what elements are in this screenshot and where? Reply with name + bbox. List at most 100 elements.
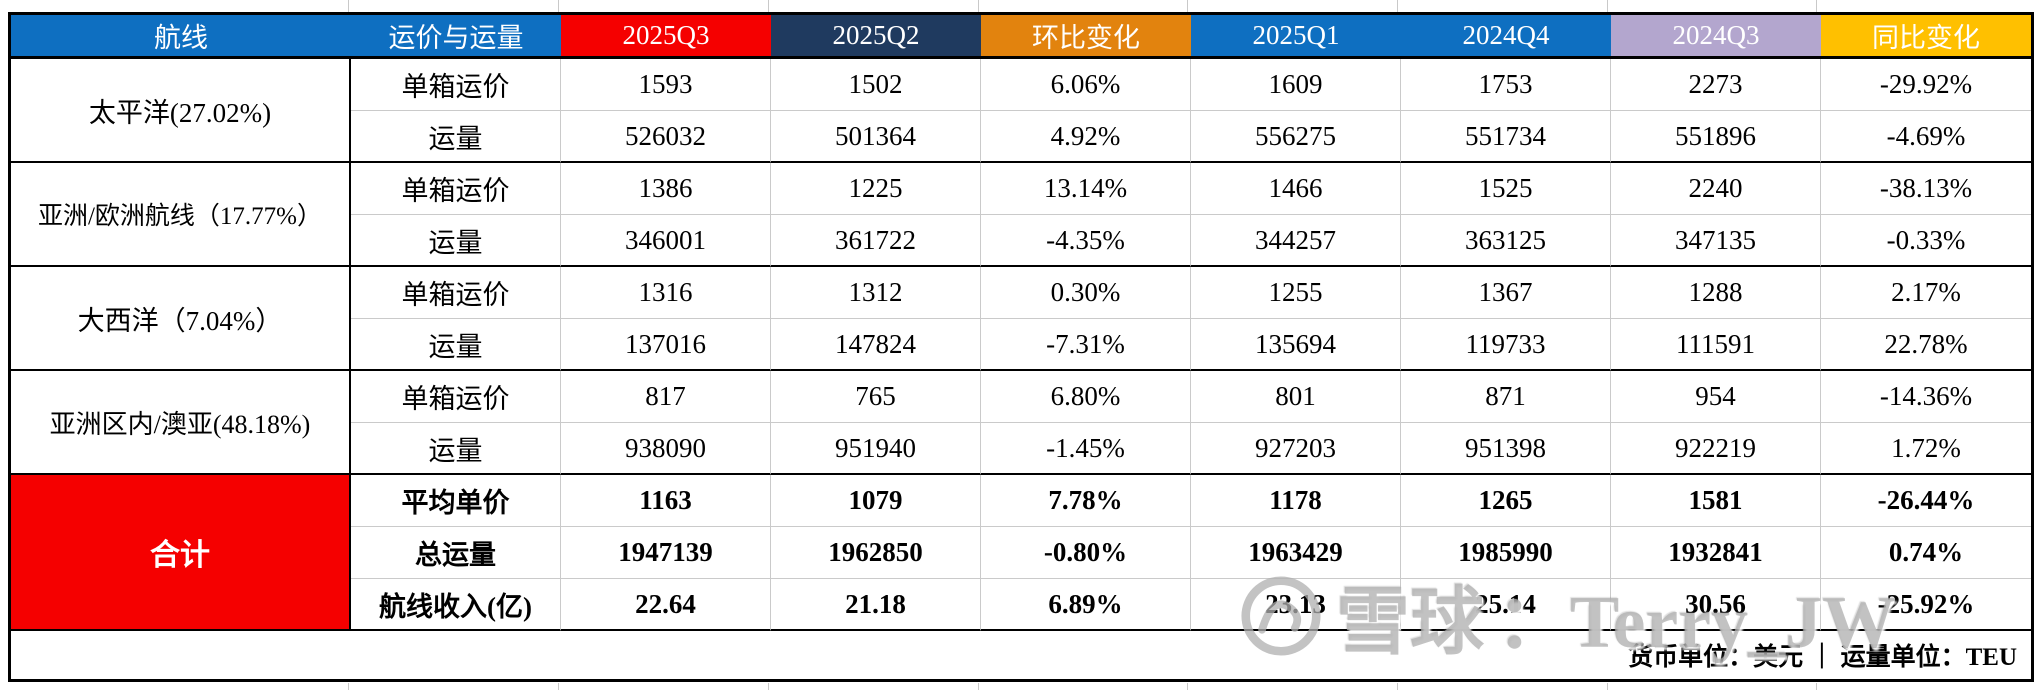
value-cell: -4.69% [1821,111,2031,163]
value-cell: 801 [1191,371,1401,423]
gridline-tick [348,0,349,12]
value-cell: 1963429 [1191,527,1401,579]
value-cell: 30.56 [1611,579,1821,631]
value-cell: 1255 [1191,267,1401,319]
header-cell-yoy-change: 同比变化 [1821,15,2031,59]
value-cell: 137016 [561,319,771,371]
gridline-tick [978,0,979,12]
value-cell: -0.33% [1821,215,2031,267]
value-cell: 1079 [771,475,981,527]
value-cell: 6.80% [981,371,1191,423]
value-cell: -26.44% [1821,475,2031,527]
gridline-tick [1607,683,1608,690]
metric-label: 平均单价 [351,475,561,527]
value-cell: 556275 [1191,111,1401,163]
value-cell: 954 [1611,371,1821,423]
value-cell: 23.13 [1191,579,1401,631]
header-cell-2025q1: 2025Q1 [1191,15,1401,59]
gridline-tick [1187,0,1188,12]
header-cell-2024q3: 2024Q3 [1611,15,1821,59]
value-cell: 2.17% [1821,267,2031,319]
value-cell: 1265 [1401,475,1611,527]
value-cell: 4.92% [981,111,1191,163]
value-cell: 817 [561,371,771,423]
value-cell: -14.36% [1821,371,2031,423]
value-cell: 501364 [771,111,981,163]
route-cell-intra-asia-oceania: 亚洲区内/澳亚(48.18%) [11,371,351,475]
value-cell: 765 [771,371,981,423]
value-cell: 1947139 [561,527,771,579]
value-cell: 346001 [561,215,771,267]
value-cell: 1466 [1191,163,1401,215]
metric-label: 运量 [351,423,561,475]
gridline-tick [768,0,769,12]
gridline-tick [1187,683,1188,690]
value-cell: 927203 [1191,423,1401,475]
header-cell-qoq-change: 环比变化 [981,15,1191,59]
value-cell: 13.14% [981,163,1191,215]
metric-label: 运量 [351,215,561,267]
value-cell: 1312 [771,267,981,319]
value-cell: -38.13% [1821,163,2031,215]
gridline-tick [558,683,559,690]
value-cell: 361722 [771,215,981,267]
value-cell: 1581 [1611,475,1821,527]
value-cell: -4.35% [981,215,1191,267]
value-cell: 2240 [1611,163,1821,215]
freight-rate-volume-table: 航线 运价与运量 2025Q3 2025Q2 环比变化 2025Q1 2024Q… [8,12,2034,682]
value-cell: 1985990 [1401,527,1611,579]
value-cell: 1932841 [1611,527,1821,579]
header-cell-rate-volume: 运价与运量 [351,15,561,59]
value-cell: 871 [1401,371,1611,423]
value-cell: 22.78% [1821,319,2031,371]
value-cell: 1367 [1401,267,1611,319]
value-cell: 922219 [1611,423,1821,475]
value-cell: 25.14 [1401,579,1611,631]
value-cell: -7.31% [981,319,1191,371]
value-cell: 1609 [1191,59,1401,111]
value-cell: 1962850 [771,527,981,579]
value-cell: 951398 [1401,423,1611,475]
metric-label: 运量 [351,319,561,371]
gridline-tick [558,0,559,12]
route-cell-asia-europe: 亚洲/欧洲航线（17.77%） [11,163,351,267]
gridline-tick [978,683,979,690]
value-cell: 1316 [561,267,771,319]
value-cell: 551896 [1611,111,1821,163]
value-cell: 21.18 [771,579,981,631]
metric-label: 航线收入(亿) [351,579,561,631]
route-cell-atlantic: 大西洋（7.04%） [11,267,351,371]
header-cell-2024q4: 2024Q4 [1401,15,1611,59]
value-cell: 6.06% [981,59,1191,111]
value-cell: -0.80% [981,527,1191,579]
gridline-tick [1607,0,1608,12]
value-cell: 119733 [1401,319,1611,371]
value-cell: 363125 [1401,215,1611,267]
value-cell: 347135 [1611,215,1821,267]
value-cell: 938090 [561,423,771,475]
gridline-tick [768,683,769,690]
route-cell-pacific: 太平洋(27.02%) [11,59,351,163]
total-cell: 合计 [11,475,351,631]
value-cell: 0.30% [981,267,1191,319]
units-note: 货币单位：美元 ｜ 运量单位：TEU [1628,644,2017,671]
metric-label: 总运量 [351,527,561,579]
value-cell: 1178 [1191,475,1401,527]
value-cell: 551734 [1401,111,1611,163]
value-cell: 22.64 [561,579,771,631]
value-cell: 7.78% [981,475,1191,527]
value-cell: 6.89% [981,579,1191,631]
metric-label: 单箱运价 [351,163,561,215]
gridline-tick [1397,0,1398,12]
header-cell-2025q3: 2025Q3 [561,15,771,59]
gridline-tick [1816,0,1817,12]
value-cell: 111591 [1611,319,1821,371]
value-cell: 1593 [561,59,771,111]
value-cell: 147824 [771,319,981,371]
metric-label: 运量 [351,111,561,163]
value-cell: 1753 [1401,59,1611,111]
value-cell: 0.74% [1821,527,2031,579]
value-cell: 1.72% [1821,423,2031,475]
metric-label: 单箱运价 [351,59,561,111]
value-cell: 1288 [1611,267,1821,319]
